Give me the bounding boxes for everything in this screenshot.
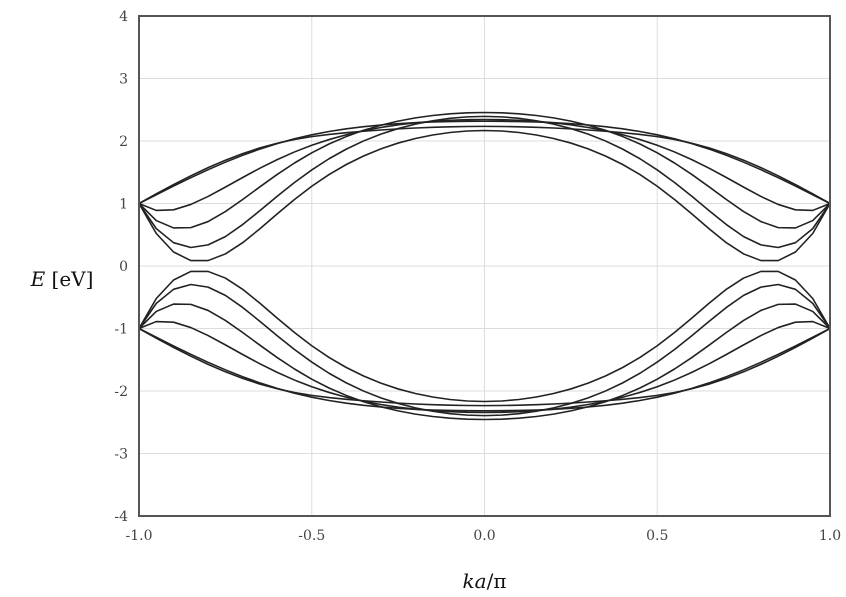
- y-axis-label-italic: E: [30, 267, 46, 291]
- band-line-4: [138, 111, 831, 229]
- band-line-6: [138, 129, 831, 262]
- x-axis-label: ka/π: [463, 569, 507, 593]
- band-line-9: [138, 303, 831, 421]
- y-axis-label: E [eV]: [30, 267, 94, 291]
- band-line-3: [138, 118, 831, 212]
- band-line-5: [138, 115, 831, 249]
- band-line-2: [138, 120, 831, 205]
- band-line-8: [138, 283, 831, 417]
- x-tick-label: -0.5: [298, 528, 325, 544]
- y-axis-label-rest: [eV]: [45, 267, 93, 291]
- y-tick-label: -1: [114, 322, 128, 338]
- x-tick-labels: -1.0 -0.5 0.0 0.5 1.0: [126, 528, 842, 544]
- x-axis-label-rest: /π: [487, 569, 507, 593]
- band-line-12: [138, 327, 831, 407]
- band-line-10: [138, 320, 831, 414]
- x-tick-label: 0.0: [473, 528, 495, 544]
- band-line-7: [138, 270, 831, 403]
- x-axis-label-italic: ka: [463, 569, 487, 593]
- y-tick-label: 1: [119, 197, 128, 213]
- plot-frame: [138, 15, 831, 517]
- y-tick-label: -3: [114, 447, 128, 463]
- y-tick-label: 4: [119, 9, 128, 25]
- x-tick-label: -1.0: [126, 528, 153, 544]
- y-tick-label: 0: [119, 259, 128, 275]
- band-line-1: [138, 125, 831, 205]
- y-tick-label: 2: [119, 134, 128, 150]
- x-tick-label: 0.5: [646, 528, 668, 544]
- y-tick-label: -4: [114, 509, 128, 525]
- y-tick-label: -2: [114, 384, 128, 400]
- y-tick-labels: 4 3 2 1 0 -1 -2 -3 -4: [114, 9, 128, 525]
- grid-lines: [138, 15, 831, 517]
- y-tick-label: 3: [119, 72, 128, 88]
- x-tick-label: 1.0: [819, 528, 841, 544]
- series-lines: [138, 111, 831, 421]
- band-line-11: [138, 327, 831, 412]
